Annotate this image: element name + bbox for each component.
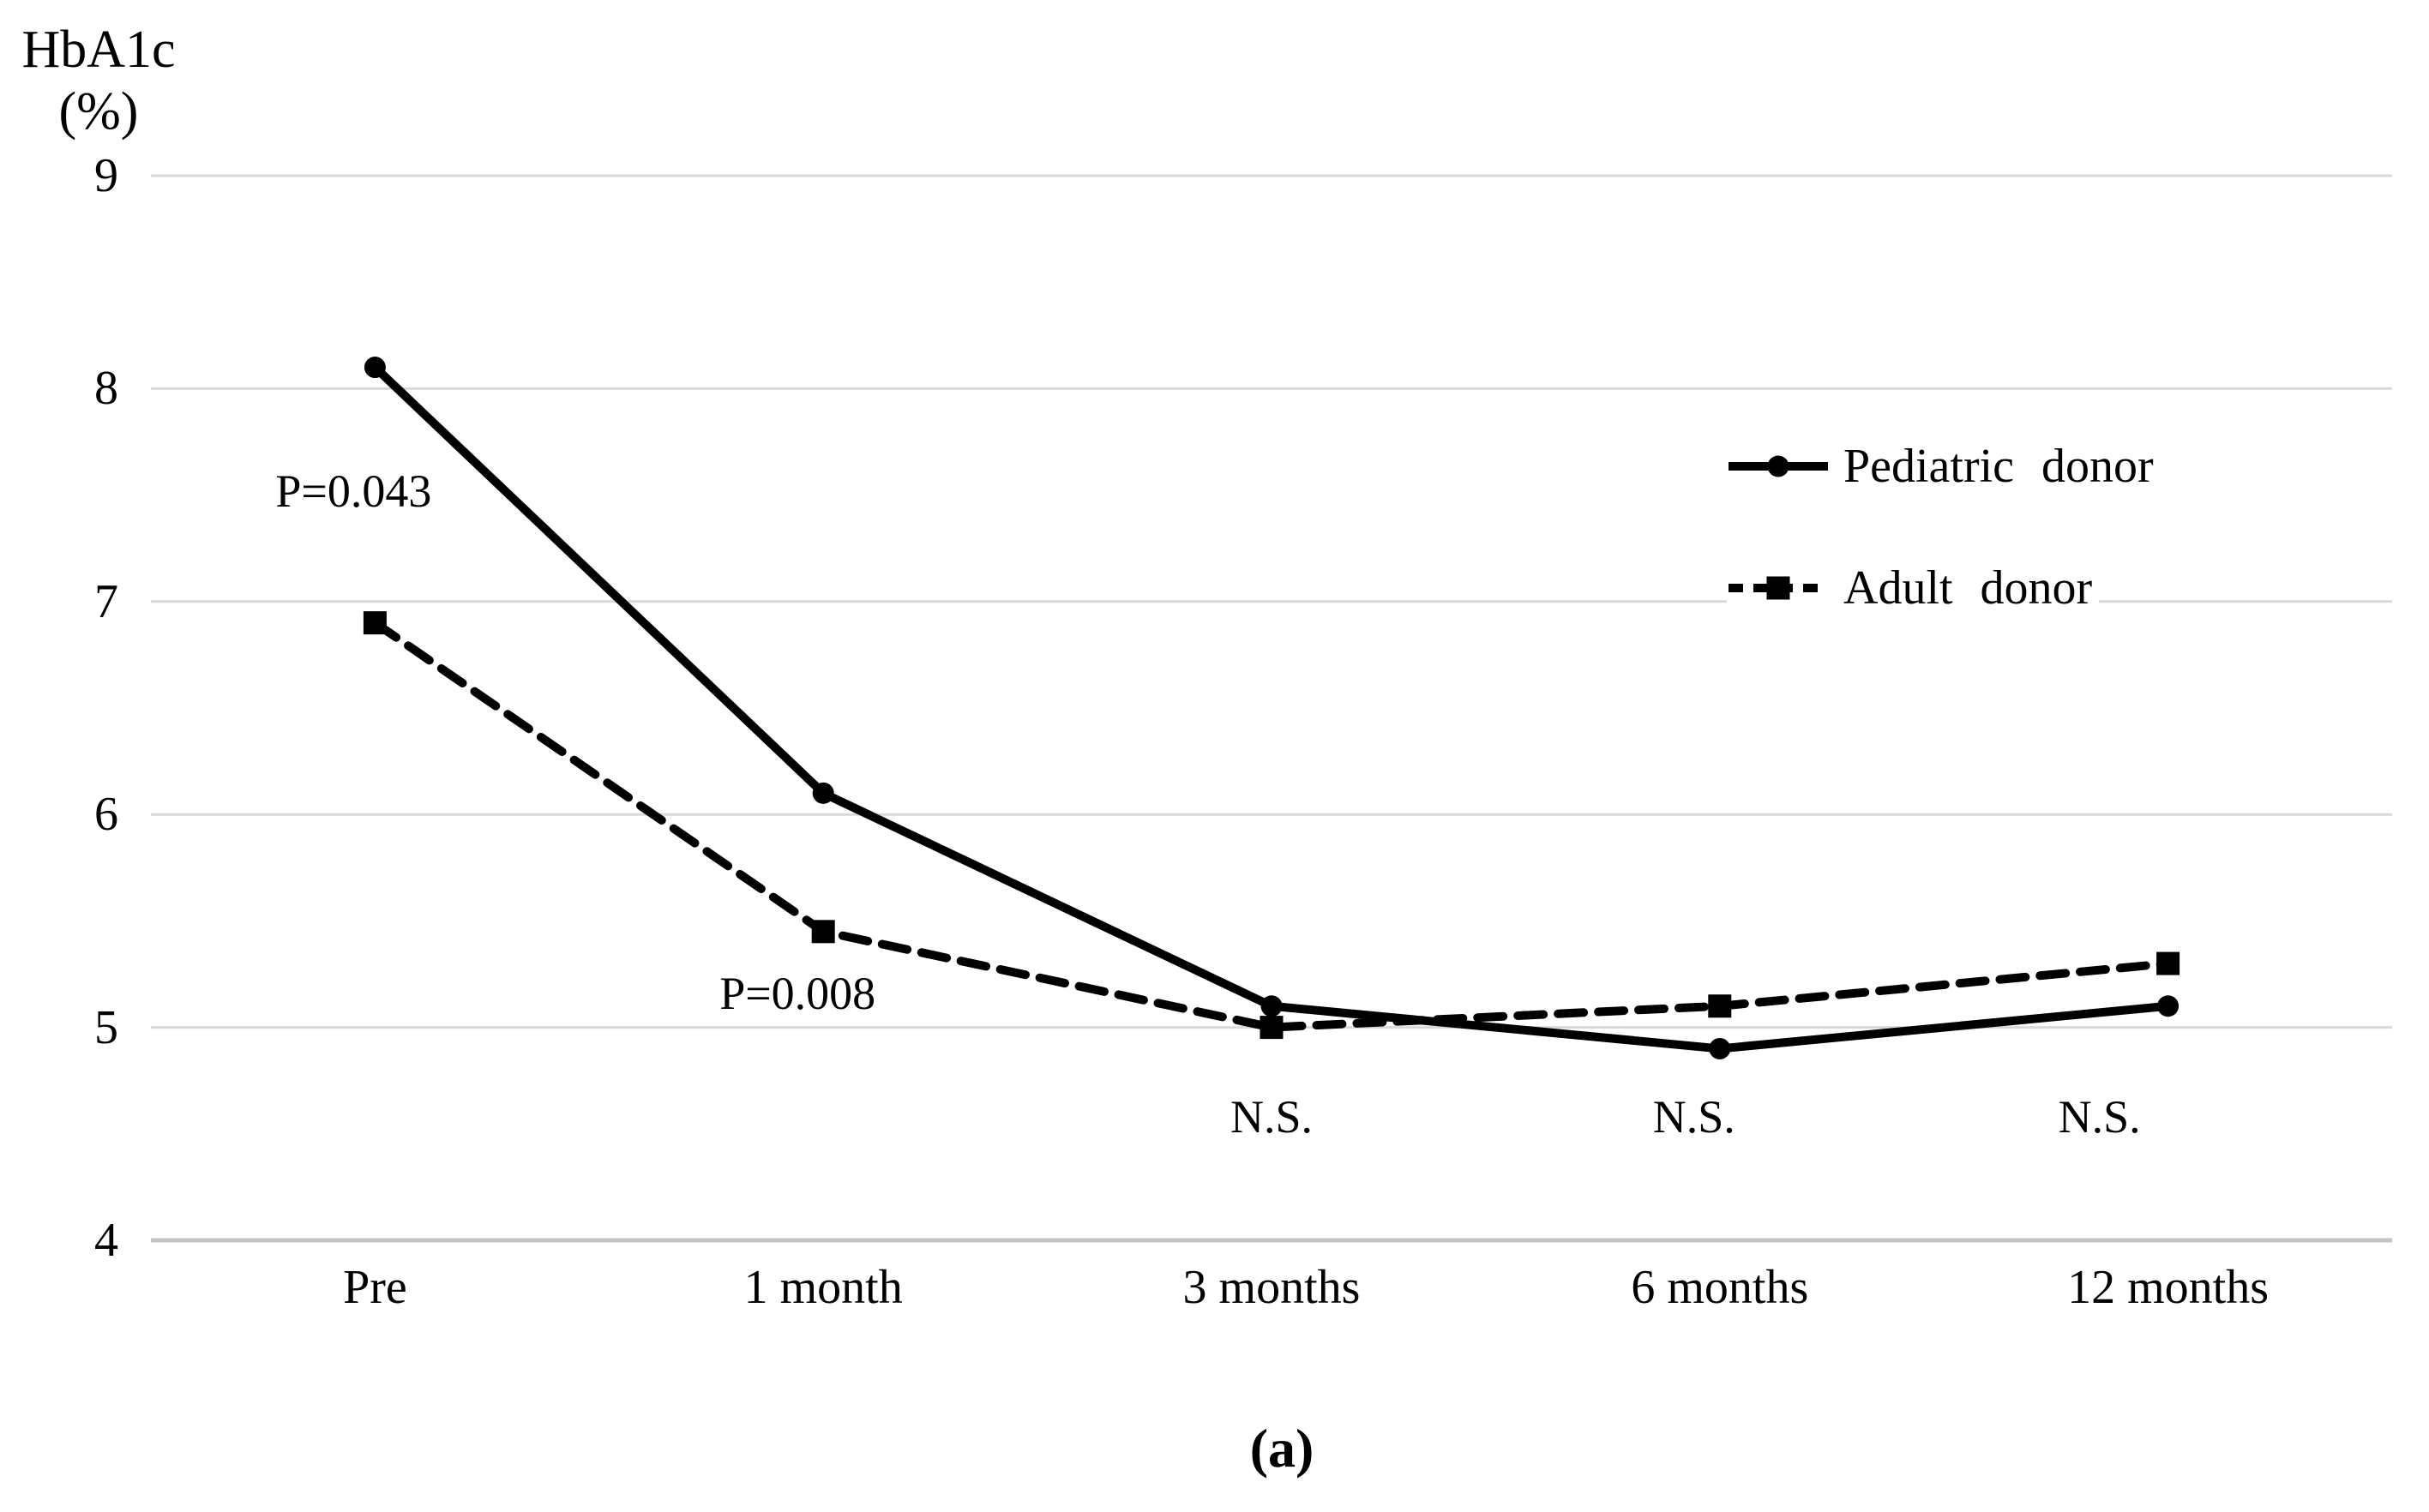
y-axis-title-line1: HbA1c xyxy=(21,21,176,79)
legend-item-adult-donor: Adult donor xyxy=(1727,561,2100,615)
legend-label-adult-donor: Adult donor xyxy=(1843,561,2093,615)
legend-marker-circle-icon xyxy=(1767,455,1789,477)
y-tick-label-9: 9 xyxy=(94,149,118,202)
series-line-adult-donor xyxy=(370,618,2173,1032)
x-axis-label-1-month: 1 month xyxy=(743,1261,903,1314)
data-point-circle-pediatric-donor-2 xyxy=(1260,995,1283,1017)
x-axis-label-6-months: 6 months xyxy=(1631,1261,1809,1314)
figure-caption: (a) xyxy=(1249,1418,1314,1479)
y-tick-label-6: 6 xyxy=(94,788,118,842)
data-point-square-adult-donor-4 xyxy=(2156,951,2180,975)
y-tick-label-5: 5 xyxy=(94,1000,118,1054)
data-point-square-adult-donor-2 xyxy=(1260,1016,1284,1040)
dashed-line-swatch-icon xyxy=(1729,576,1828,600)
data-point-square-adult-donor-3 xyxy=(1708,994,1732,1018)
annotation-0-p-0-043: P=0.043 xyxy=(275,465,432,517)
annotation-1-p-0-008: P=0.008 xyxy=(719,967,876,1019)
x-axis-label-3-months: 3 months xyxy=(1182,1261,1361,1314)
legend-label-pediatric-donor: Pediatric donor xyxy=(1843,440,2154,493)
y-tick-label-7: 7 xyxy=(94,574,118,628)
data-point-square-adult-donor-0 xyxy=(363,611,387,635)
legend-item-pediatric-donor: Pediatric donor xyxy=(1727,441,2161,491)
annotation-3-n-s: N.S. xyxy=(1652,1090,1735,1143)
x-axis-label-12-months: 12 months xyxy=(2067,1261,2270,1314)
x-axis-label-pre: Pre xyxy=(343,1261,407,1314)
y-axis-title-line2: (%) xyxy=(58,82,139,141)
data-point-circle-pediatric-donor-1 xyxy=(812,782,834,804)
y-tick-label-8: 8 xyxy=(94,362,118,416)
solid-line-swatch-icon xyxy=(1729,455,1828,477)
annotation-2-n-s: N.S. xyxy=(1230,1090,1314,1143)
legend-marker-square-icon xyxy=(1766,576,1790,600)
y-axis-title: HbA1c (%) xyxy=(9,19,189,142)
data-point-circle-pediatric-donor-4 xyxy=(2157,995,2179,1017)
data-point-square-adult-donor-1 xyxy=(811,920,835,944)
annotation-4-n-s: N.S. xyxy=(2058,1090,2141,1143)
y-tick-label-4: 4 xyxy=(94,1214,118,1267)
data-point-circle-pediatric-donor-3 xyxy=(1709,1037,1731,1059)
data-point-circle-pediatric-donor-0 xyxy=(364,357,386,379)
